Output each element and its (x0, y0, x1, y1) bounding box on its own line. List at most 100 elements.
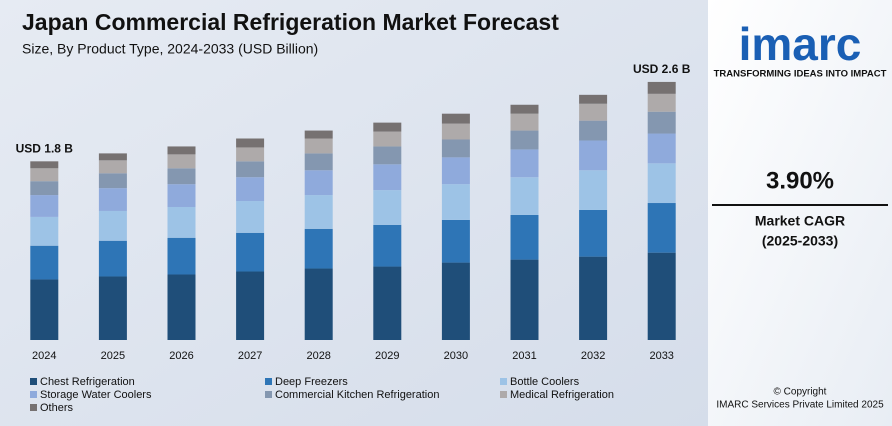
bar-segment (510, 259, 539, 340)
cagr-label: Market CAGR (755, 213, 845, 229)
bar-segment (30, 216, 59, 246)
bar-segment (167, 168, 196, 185)
chart-subtitle: Size, By Product Type, 2024-2033 (USD Bi… (22, 41, 318, 57)
bar-segment (98, 210, 127, 241)
logo: imarc (739, 18, 862, 70)
bar-segment (373, 266, 402, 340)
bar-segment (647, 133, 676, 164)
legend-swatch (500, 391, 507, 398)
bar-segment (579, 140, 608, 171)
bar-segment (373, 164, 402, 191)
total-label: USD 1.8 B (16, 142, 74, 156)
bar-segment (30, 161, 59, 169)
x-tick-label: 2033 (649, 350, 673, 362)
bar-segment (579, 256, 608, 340)
bar-segment (98, 153, 127, 161)
x-tick-label: 2029 (375, 350, 399, 362)
legend-label: Chest Refrigeration (40, 376, 135, 388)
bar-segment (510, 149, 539, 178)
bar-segment (236, 161, 265, 178)
bar-segment (30, 181, 59, 196)
bar-segment (236, 201, 265, 233)
x-tick-label: 2027 (238, 350, 262, 362)
bar-segment (373, 131, 402, 147)
x-tick-label: 2028 (306, 350, 330, 362)
legend-swatch (30, 404, 37, 411)
tagline: TRANSFORMING IDEAS INTO IMPACT (714, 69, 887, 80)
bar-segment (510, 104, 539, 114)
x-tick-label: 2030 (444, 350, 468, 362)
bar-segment (441, 157, 470, 185)
bar-segment (30, 279, 59, 340)
bar-segment (647, 111, 676, 134)
bar-segment (304, 195, 333, 229)
bar-segment (98, 276, 127, 340)
bar-segment (167, 274, 196, 340)
bar-segment (441, 123, 470, 140)
bar-segment (647, 203, 676, 253)
x-tick-label: 2025 (101, 350, 125, 362)
legend-label: Deep Freezers (275, 376, 348, 388)
bar-segment (510, 177, 539, 215)
bar-segment (167, 184, 196, 207)
bar-segment (510, 214, 539, 260)
bar-segment (441, 139, 470, 158)
bar-segment (510, 113, 539, 131)
bar-segment (579, 209, 608, 257)
bar-segment (441, 113, 470, 124)
x-tick-label: 2032 (581, 350, 605, 362)
x-tick-label: 2024 (32, 350, 56, 362)
bar-segment (167, 146, 196, 155)
legend-label: Commercial Kitchen Refrigeration (275, 389, 439, 401)
bar-segment (236, 271, 265, 340)
bar-segment (510, 130, 539, 150)
legend-swatch (30, 391, 37, 398)
bar-segment (30, 195, 59, 217)
cagr-period: (2025-2033) (762, 233, 838, 249)
legend-label: Others (40, 402, 74, 414)
bar-segment (373, 190, 402, 225)
bar-segment (579, 120, 608, 141)
bar-segment (373, 146, 402, 165)
legend-swatch (265, 378, 272, 385)
legend-label: Medical Refrigeration (510, 389, 614, 401)
bar-segment (304, 228, 333, 269)
bar-segment (98, 160, 127, 174)
chart-title: Japan Commercial Refrigeration Market Fo… (22, 9, 559, 35)
bar-segment (30, 245, 59, 280)
bar-segment (236, 232, 265, 272)
bar-segment (441, 262, 470, 340)
bar-segment (304, 138, 333, 154)
bar-segment (98, 173, 127, 189)
bar-segment (236, 147, 265, 162)
bar-segment (236, 138, 265, 148)
bar-segment (647, 81, 676, 94)
bar-segment (304, 153, 333, 171)
bar-segment (647, 252, 676, 340)
cagr-value: 3.90% (766, 167, 834, 194)
bar-segment (579, 170, 608, 210)
bar-segment (236, 177, 265, 202)
bar-segment (98, 240, 127, 277)
bar-segment (579, 94, 608, 104)
x-tick-label: 2031 (512, 350, 536, 362)
x-tick-label: 2026 (169, 350, 193, 362)
bar-segment (647, 93, 676, 112)
bar-segment (304, 170, 333, 196)
company: IMARC Services Private Limited 2025 (716, 400, 884, 411)
bar-segment (167, 237, 196, 275)
bar-segment (579, 103, 608, 121)
legend-label: Bottle Coolers (510, 376, 580, 388)
bar-segment (647, 163, 676, 204)
bar-segment (373, 122, 402, 132)
bar-segment (98, 188, 127, 211)
legend-swatch (30, 378, 37, 385)
bar-segment (167, 206, 196, 238)
bar-segment (167, 154, 196, 169)
bar-segment (373, 224, 402, 267)
bar-segment (441, 184, 470, 220)
sidebar-background (708, 0, 892, 426)
bar-segment (30, 168, 59, 182)
